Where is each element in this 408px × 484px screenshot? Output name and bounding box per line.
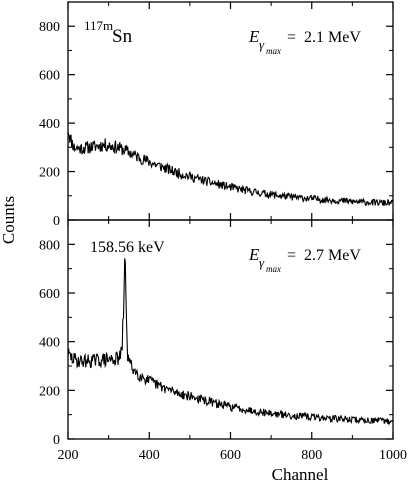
bottom-energy-label: E γ max = 2.7 MeV xyxy=(248,245,361,274)
top-ytick-label: 800 xyxy=(39,20,60,35)
top-spectrum-line xyxy=(67,131,394,207)
bottom-energy-value: = 2.7 MeV xyxy=(287,247,361,264)
top-ytick-label: 600 xyxy=(39,69,60,84)
bottom-ytick-label: 400 xyxy=(39,336,60,351)
bottom-xtick-label: 400 xyxy=(139,448,160,463)
bottom-ytick-label: 800 xyxy=(39,238,60,253)
top-energy-label: E γ max = 2.1 MeV xyxy=(248,27,361,56)
bottom-ytick-label: 0 xyxy=(53,433,60,448)
y-axis-title: Counts xyxy=(0,196,18,244)
top-ytick-label: 0 xyxy=(53,214,60,229)
bottom-energy-symbol: E xyxy=(248,245,260,264)
bottom-ytick-label: 600 xyxy=(39,287,60,302)
bottom-xtick-label: 600 xyxy=(220,448,241,463)
bottom-ytick-label: 200 xyxy=(39,384,60,399)
isotope-symbol-label: Sn xyxy=(112,26,133,47)
bottom-spectrum-line xyxy=(67,258,394,426)
isotope-label: 117m Sn xyxy=(84,18,133,47)
top-energy-value: = 2.1 MeV xyxy=(287,29,361,46)
top-energy-sub-max: max xyxy=(266,46,281,56)
top-panel-ticks: 0 200 400 600 800 xyxy=(39,2,394,229)
top-energy-symbol: E xyxy=(248,27,260,46)
peak-label: 158.56 keV xyxy=(90,239,165,256)
isotope-mass-label: 117m xyxy=(84,18,113,33)
bottom-xtick-label: 1000 xyxy=(379,448,407,463)
bottom-xtick-label: 200 xyxy=(58,448,79,463)
top-ytick-label: 400 xyxy=(39,117,60,132)
x-axis-title: Channel xyxy=(272,465,329,484)
bottom-xtick-label: 800 xyxy=(301,448,322,463)
bottom-energy-sub-gamma: γ xyxy=(259,255,265,270)
top-ytick-label: 200 xyxy=(39,166,60,181)
bottom-energy-sub-max: max xyxy=(266,264,281,274)
top-energy-sub-gamma: γ xyxy=(259,37,265,52)
top-panel: 0 200 400 600 800 117m Sn E γ max = 2.1 MeV xyxy=(39,1,394,229)
